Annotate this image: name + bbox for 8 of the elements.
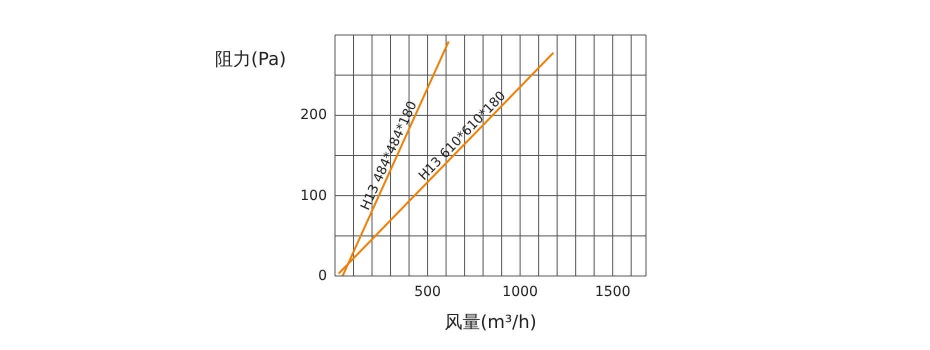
y-tick-label: 100	[299, 186, 327, 205]
y-tick-label: 0	[317, 267, 327, 285]
x-tick-label: 500	[414, 284, 441, 300]
x-tick-label: 1000	[502, 284, 538, 300]
y-axis-title: 阻力(Pa)	[215, 48, 286, 71]
y-tick-label: 200	[299, 106, 327, 124]
x-tick-label: 1500	[594, 284, 630, 300]
x-axis-title: 风量(m³/h)	[443, 311, 538, 334]
